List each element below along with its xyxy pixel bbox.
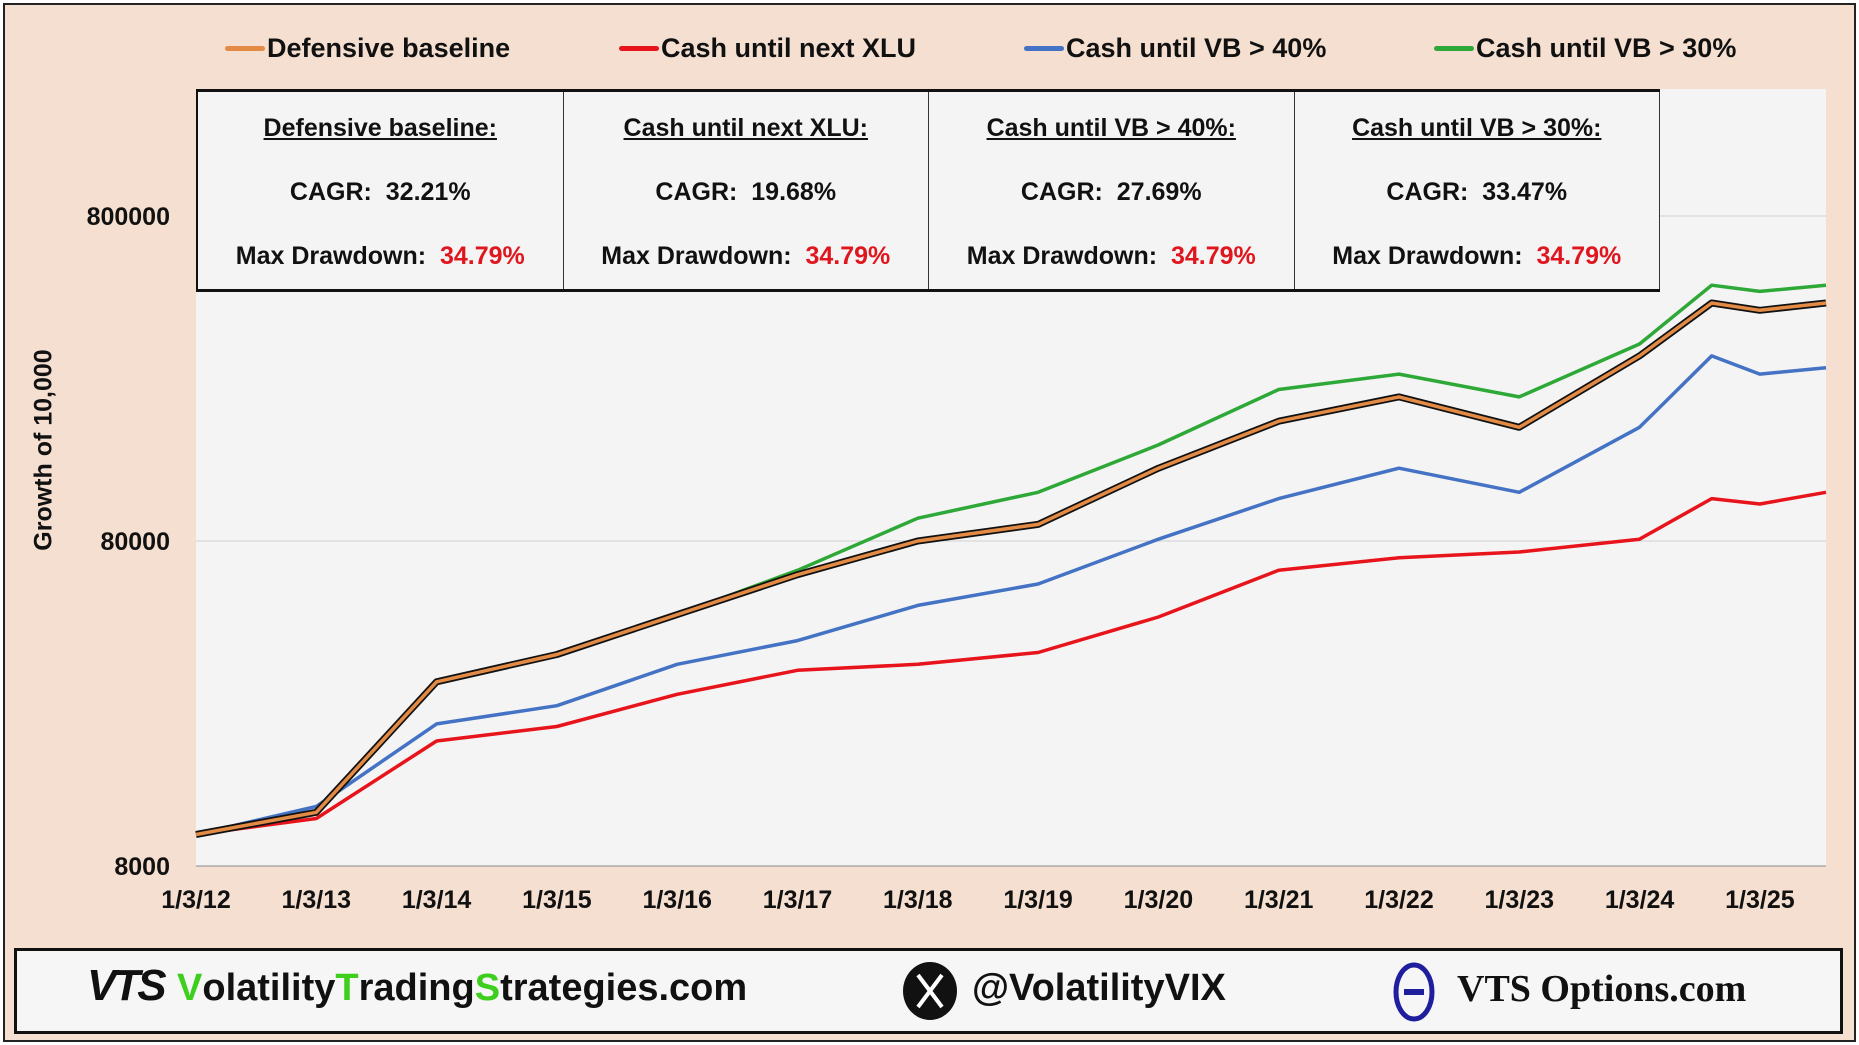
site-text: rading (358, 967, 475, 1009)
stats-title: Cash until VB > 40%: (986, 114, 1236, 142)
cagr-row: CAGR: 19.68% (564, 178, 929, 207)
legend-item-defensive-baseline: Defensive baseline (225, 28, 510, 68)
drawdown-value: 34.79% (1536, 242, 1622, 270)
x-tick-label: 1/3/12 (161, 886, 231, 914)
legend-swatch (1024, 45, 1064, 51)
y-tick-label: 8000 (114, 853, 170, 881)
drawdown-row: Max Drawdown: 34.79% (929, 242, 1294, 271)
x-tick-label: 1/3/13 (282, 886, 352, 914)
legend-item-cash-until-vb-40: Cash until VB > 40% (1024, 28, 1326, 68)
options-site-link[interactable]: VTS Options.com (1457, 968, 1747, 1010)
cagr-value: 27.69% (1116, 178, 1202, 206)
x-tick-label: 1/3/16 (642, 886, 712, 914)
x-tick-label: 1/3/24 (1605, 886, 1675, 914)
legend-label: Cash until VB > 40% (1066, 32, 1327, 63)
cagr-row: CAGR: 32.21% (198, 178, 563, 207)
series-line-defensive-baseline (195, 301, 1827, 837)
x-logo-icon (902, 961, 958, 1021)
stats-title: Cash until VB > 30%: (1352, 114, 1602, 142)
y-axis-label: Growth of 10,000 (29, 349, 58, 551)
x-tick-label: 1/3/19 (1003, 886, 1073, 914)
stats-table: Defensive baseline: CAGR: 32.21% Max Drawd… (196, 89, 1660, 292)
site-text: S (474, 967, 501, 1009)
theta-logo-icon (1392, 961, 1436, 1023)
cagr-label: CAGR: (1020, 178, 1103, 206)
x-tick-label: 1/3/15 (522, 886, 592, 914)
stats-title: Cash until next XLU: (623, 114, 868, 142)
stats-cell: Cash until VB > 40%: CAGR: 27.69% Max Draw… (929, 92, 1295, 289)
y-tick-label: 80000 (100, 528, 170, 556)
drawdown-label: Max Drawdown: (1332, 242, 1523, 270)
cagr-value: 19.68% (751, 178, 837, 206)
site-text: T (335, 967, 359, 1009)
stats-cell: Defensive baseline: CAGR: 32.21% Max Drawd… (198, 92, 564, 289)
drawdown-row: Max Drawdown: 34.79% (198, 242, 563, 271)
drawdown-value: 34.79% (805, 242, 891, 270)
cagr-row: CAGR: 33.47% (1295, 178, 1660, 207)
cagr-value: 32.21% (385, 178, 471, 206)
legend-swatch (619, 45, 659, 51)
site-text: trategies.com (500, 967, 748, 1009)
drawdown-label: Max Drawdown: (235, 242, 427, 270)
site-text: V (177, 967, 203, 1009)
drawdown-label: Max Drawdown: (601, 242, 792, 270)
x-tick-label: 1/3/20 (1124, 886, 1194, 914)
drawdown-row: Max Drawdown: 34.79% (564, 242, 929, 271)
drawdown-value: 34.79% (1170, 242, 1256, 270)
series-line-cash-until-vb-40 (195, 354, 1827, 837)
cagr-row: CAGR: 27.69% (929, 178, 1294, 207)
stats-title: Defensive baseline: (263, 114, 497, 142)
stats-cell: Cash until next XLU: CAGR: 19.68% Max Draw… (564, 92, 929, 289)
x-tick-label: 1/3/21 (1244, 886, 1314, 914)
drawdown-row: Max Drawdown: 34.79% (1295, 242, 1660, 271)
vts-logo: VTS (87, 961, 167, 1010)
stats-cell: Cash until VB > 30%: CAGR: 33.47% Max Draw… (1295, 92, 1660, 289)
drawdown-label: Max Drawdown: (966, 242, 1158, 270)
cagr-label: CAGR: (655, 178, 738, 206)
legend-swatch (1434, 45, 1474, 51)
drawdown-value: 34.79% (439, 242, 525, 270)
x-tick-label: 1/3/25 (1725, 886, 1795, 914)
cagr-label: CAGR: (289, 178, 372, 206)
series-line-cash-until-next-xlu (195, 490, 1827, 837)
x-tick-label: 1/3/18 (883, 886, 953, 914)
x-tick-label: 1/3/23 (1485, 886, 1555, 914)
legend-swatch (225, 45, 265, 51)
cagr-label: CAGR: (1386, 178, 1469, 206)
cagr-value: 33.47% (1482, 178, 1568, 206)
twitter-handle[interactable]: @VolatilityVIX (972, 967, 1226, 1009)
x-tick-label: 1/3/22 (1364, 886, 1434, 914)
legend-item-cash-until-vb-30: Cash until VB > 30% (1434, 28, 1736, 68)
x-tick-label: 1/3/17 (763, 886, 833, 914)
legend-label: Cash until next XLU (661, 32, 917, 63)
legend-label: Cash until VB > 30% (1476, 32, 1737, 63)
y-tick-label: 800000 (87, 203, 170, 231)
legend-label: Defensive baseline (267, 32, 511, 63)
legend-item-cash-until-next-xlu: Cash until next XLU (619, 28, 916, 68)
site-text: olatility (202, 967, 336, 1009)
x-tick-label: 1/3/14 (402, 886, 472, 914)
